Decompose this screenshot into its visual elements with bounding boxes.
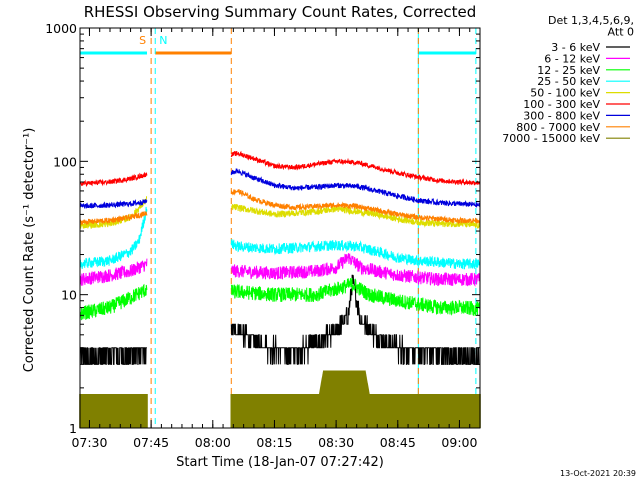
series-line-8-seg0 — [79, 394, 148, 428]
series-line-5-seg1 — [230, 150, 481, 186]
series-line-4-seg1 — [231, 203, 481, 229]
series-line-7-seg1 — [231, 188, 481, 225]
x-tick-label: 08:00 — [195, 435, 231, 450]
tick-layer: 1 10 100 1000 07:30 07:45 08:00 08:15 08:30 08:45… — [45, 21, 480, 450]
footer-date-stamp: 13-Oct-2021 20:39 — [560, 469, 636, 478]
x-tick-label: 07:45 — [133, 435, 169, 450]
legend-entry-label: 300 - 800 keV — [523, 109, 600, 122]
series-line-6-seg0 — [79, 199, 148, 209]
legend-entry-label: 6 - 12 keV — [544, 52, 600, 65]
series-line-7-seg0 — [79, 211, 148, 226]
legend-entry-label: 800 - 7000 keV — [516, 121, 600, 134]
legend-entry-label: 50 - 100 keV — [530, 87, 600, 100]
legend-entry-label: 12 - 25 keV — [537, 64, 600, 77]
series-line-0-seg0 — [79, 347, 147, 365]
series-line-5-seg0 — [79, 171, 148, 187]
x-tick-label: 08:30 — [318, 435, 354, 450]
x-tick-label: 07:30 — [71, 435, 107, 450]
annotation-n-label: N — [159, 34, 167, 47]
x-tick-label: 08:45 — [380, 435, 416, 450]
series-line-2-seg0 — [79, 283, 148, 321]
series-line-4-seg0 — [79, 196, 148, 229]
y-tick-label: 1 — [69, 421, 77, 436]
series-line-3-seg0 — [79, 206, 148, 270]
y-axis-label: Corrected Count Rate (s⁻¹ detector⁻¹) — [22, 128, 37, 373]
x-axis-label: Start Time (18-Jan-07 07:27:42) — [176, 455, 384, 470]
chart-title: RHESSI Observing Summary Count Rates, Co… — [84, 3, 477, 21]
series-line-1-seg0 — [79, 258, 148, 286]
annotation-s-label: S — [139, 34, 146, 47]
series-line-0-seg1 — [230, 274, 480, 365]
legend-entry-label: 3 - 6 keV — [551, 41, 600, 54]
plot-frame — [79, 27, 481, 429]
series-line-2-seg1 — [230, 277, 481, 316]
legend-entry-label: 25 - 50 keV — [537, 75, 600, 88]
legend-entry-label: 7000 - 15000 keV — [502, 132, 600, 145]
series-line-6-seg1 — [230, 168, 481, 208]
legend-entry-label: 100 - 300 keV — [523, 98, 600, 111]
series-line-8-seg1 — [230, 370, 481, 428]
series-line-1-seg1 — [231, 253, 481, 287]
legend-header-line: Det 1,3,4,5,6,9, — [548, 14, 634, 27]
y-tick-label: 100 — [53, 154, 77, 169]
x-tick-label: 09:00 — [441, 435, 477, 450]
x-tick-label: 08:15 — [256, 435, 292, 450]
series-layer — [79, 150, 481, 428]
series-line-3-seg1 — [230, 239, 481, 270]
y-tick-label: 1000 — [45, 21, 77, 36]
legend-header-line: Att 0 — [608, 26, 634, 39]
y-tick-label: 10 — [61, 288, 77, 303]
